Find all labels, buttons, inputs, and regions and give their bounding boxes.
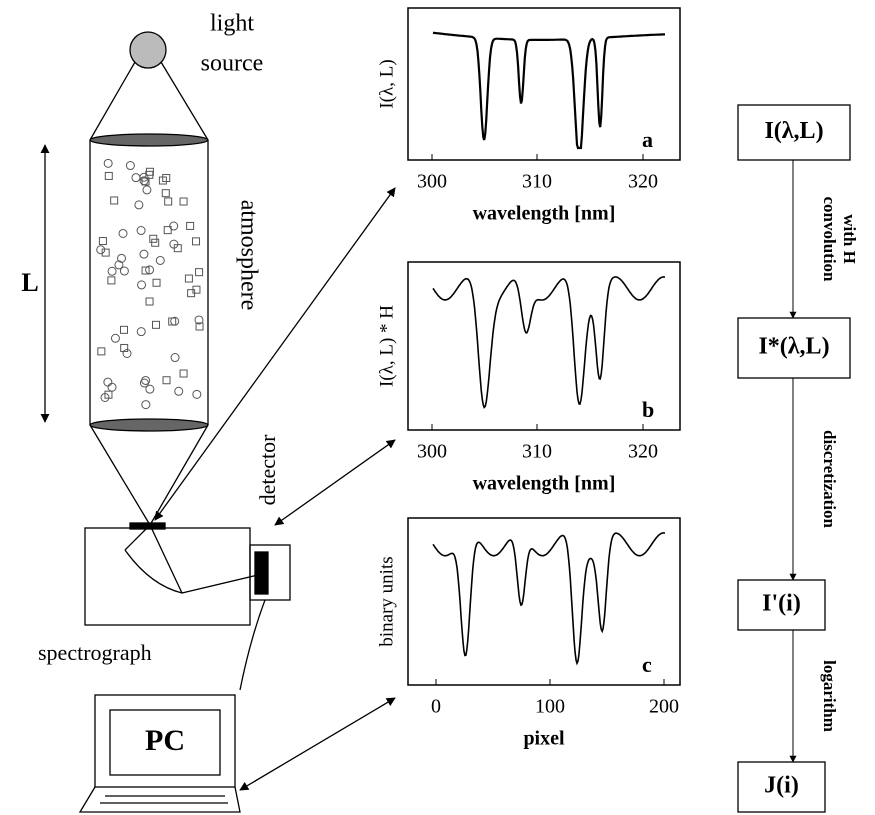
y-axis-label: I(λ, L) xyxy=(376,59,397,108)
spectrum-curve xyxy=(433,277,665,408)
particle xyxy=(97,246,105,254)
label: spectrograph xyxy=(38,640,152,665)
x-axis-label: wavelength [nm] xyxy=(473,473,616,495)
particle xyxy=(104,378,112,386)
particle xyxy=(193,390,201,398)
particle xyxy=(193,238,200,245)
panel-label: a xyxy=(642,127,653,152)
particle xyxy=(196,269,203,276)
plot-frame xyxy=(408,262,680,430)
flow-node-label: I(λ,L) xyxy=(764,118,823,144)
particle xyxy=(140,379,148,387)
particle xyxy=(121,326,128,333)
particle xyxy=(118,254,126,262)
flow-node-label: I'(i) xyxy=(762,591,801,617)
plot-frame xyxy=(408,8,680,160)
x-tick-label: 0 xyxy=(431,696,441,718)
particle xyxy=(143,186,151,194)
particle xyxy=(187,222,194,229)
x-tick-label: 320 xyxy=(628,441,658,463)
particle xyxy=(142,401,150,409)
particle xyxy=(108,277,115,284)
particle xyxy=(111,334,119,342)
x-tick-label: 300 xyxy=(417,441,447,463)
x-tick-label: 300 xyxy=(417,171,447,193)
label: atmosphere xyxy=(235,200,261,311)
panel-label: c xyxy=(642,652,652,677)
particle xyxy=(137,328,145,336)
particle xyxy=(185,275,192,282)
particle xyxy=(123,349,131,357)
label: light xyxy=(210,11,254,37)
particle xyxy=(156,256,164,264)
particle xyxy=(152,321,159,328)
label: detector xyxy=(255,434,280,506)
plots: 300 310 320 wavelength [nm] I(λ, L) a 300 310 32… xyxy=(376,8,680,750)
particle xyxy=(98,348,105,355)
particle xyxy=(105,172,112,179)
particle xyxy=(99,238,106,245)
flow-node-label: J(i) xyxy=(764,773,799,799)
plot-frame xyxy=(408,518,680,685)
x-tick-label: 320 xyxy=(628,171,658,193)
particle xyxy=(153,279,160,286)
particle xyxy=(163,377,170,384)
particle xyxy=(146,298,153,305)
y-axis-label: I(λ, L) * H xyxy=(376,305,397,387)
particle xyxy=(180,370,187,377)
particle xyxy=(137,227,145,235)
label: PC xyxy=(145,724,185,757)
setup-drawing xyxy=(45,32,395,812)
particle xyxy=(126,162,134,170)
spectrum-curve xyxy=(433,533,665,663)
flow-edge-label: discretization xyxy=(820,430,839,528)
particle xyxy=(171,354,179,362)
y-axis-label: binary units xyxy=(376,556,397,646)
x-tick-label: 200 xyxy=(649,696,679,718)
particle xyxy=(138,281,146,289)
particle xyxy=(132,174,140,182)
spectrum-curve xyxy=(433,33,665,148)
particle xyxy=(135,201,143,209)
particle xyxy=(165,198,172,205)
particle xyxy=(108,267,116,275)
flow-edge-label: logarithm xyxy=(820,660,839,732)
particle xyxy=(119,229,127,237)
particles xyxy=(97,159,203,408)
particle xyxy=(108,383,116,391)
x-tick-label: 310 xyxy=(522,171,552,193)
flow-edge-label: with H xyxy=(840,214,859,264)
x-axis-label: pixel xyxy=(523,728,565,750)
x-axis-label: wavelength [nm] xyxy=(473,203,616,225)
particle xyxy=(140,250,148,258)
particle xyxy=(111,197,118,204)
particle xyxy=(175,387,183,395)
label: source xyxy=(201,51,264,77)
particle xyxy=(162,190,169,197)
panel-label: b xyxy=(642,397,654,422)
x-tick-label: 310 xyxy=(522,441,552,463)
particle xyxy=(104,159,112,167)
flow-edge-label: convolution xyxy=(820,196,839,282)
flow-node-label: I*(λ,L) xyxy=(758,334,829,360)
label: L xyxy=(21,268,38,297)
particle xyxy=(180,198,187,205)
figure: 300 310 320 wavelength [nm] I(λ, L) a 300 310 32… xyxy=(0,0,875,815)
particle xyxy=(170,222,178,230)
x-tick-label: 100 xyxy=(535,696,565,718)
